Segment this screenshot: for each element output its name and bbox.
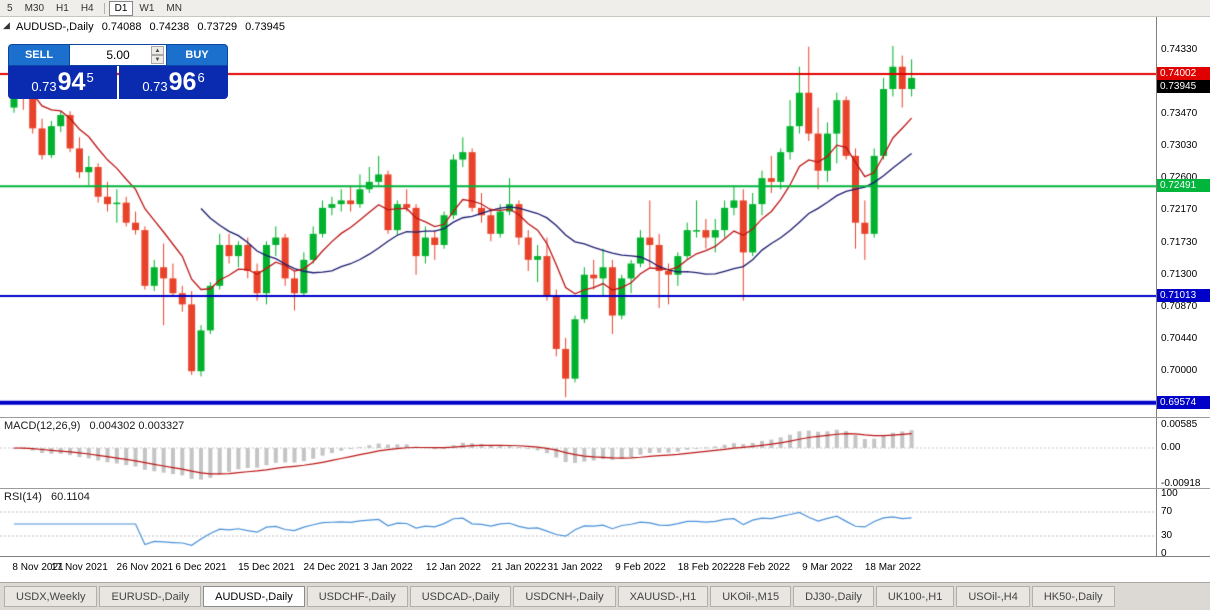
toolbar-separator — [103, 2, 105, 14]
date-label: 9 Mar 2022 — [802, 562, 853, 573]
timeframe-h4[interactable]: H4 — [80, 2, 94, 14]
timeframe-w1[interactable]: W1 — [139, 2, 155, 14]
expand-arrow-icon[interactable]: ◢ — [3, 20, 10, 30]
chart-canvas[interactable] — [0, 17, 1156, 556]
price-line-tag: 0.74002 — [1157, 67, 1210, 81]
rsi-axis-label: 0 — [1161, 548, 1167, 559]
one-click-trade-panel: SELL 5.00 ▲ ▼ BUY 0.73 94 5 0.73 96 6 — [8, 44, 228, 99]
rsi-value: 60.1104 — [50, 491, 90, 503]
tab-hk50-daily[interactable]: HK50-,Daily — [1031, 586, 1115, 607]
chart-tab-bar: USDX,Weekly EURUSD-,Daily AUDUSD-,Daily USD… — [0, 582, 1210, 610]
date-label: 18 Mar 2022 — [864, 562, 921, 573]
price-axis-label: 0.71730 — [1161, 236, 1198, 248]
volume-increase-icon[interactable]: ▲ — [151, 46, 164, 55]
price-line-tag: 0.69574 — [1157, 395, 1210, 409]
macd-values: 0.004302 0.003327 — [89, 420, 185, 432]
date-label: 3 Jan 2022 — [363, 562, 413, 573]
price-axis[interactable]: 0.743300.738900.734700.730300.726000.721… — [1156, 17, 1210, 559]
date-label: 15 Dec 2021 — [238, 562, 295, 573]
rsi-indicator-name: RSI(14) — [4, 491, 42, 503]
trade-panel-prices-row: 0.73 94 5 0.73 96 6 — [8, 66, 228, 99]
macd-axis-label: 0.00585 — [1161, 418, 1198, 430]
tab-usoil-h4[interactable]: USOil-,H4 — [956, 586, 1030, 607]
date-label: 12 Jan 2022 — [425, 562, 481, 573]
buy-price-pips: 96 — [168, 68, 197, 96]
tab-eurusd-daily[interactable]: EURUSD-,Daily — [99, 586, 202, 607]
price-axis-label: 0.73030 — [1161, 140, 1198, 152]
tab-usdx-weekly[interactable]: USDX,Weekly — [4, 586, 98, 607]
price-line-tag: 0.72491 — [1157, 179, 1210, 193]
tab-ukoil-m15[interactable]: UKOil-,M15 — [710, 586, 792, 607]
volume-input[interactable]: 5.00 ▲ ▼ — [70, 44, 166, 66]
date-label: 9 Feb 2022 — [615, 562, 666, 573]
sell-price-display[interactable]: 0.73 94 5 — [8, 66, 117, 99]
ohlc-close: 0.73945 — [245, 21, 285, 33]
rsi-axis-label: 100 — [1161, 488, 1178, 499]
buy-price-display[interactable]: 0.73 96 6 — [119, 66, 228, 99]
price-axis-label: 0.72170 — [1161, 204, 1198, 216]
bid-price-tag: 0.73945 — [1157, 80, 1210, 94]
date-label: 18 Feb 2022 — [677, 562, 734, 573]
date-label: 24 Dec 2021 — [303, 562, 361, 573]
rsi-header: RSI(14) 60.1104 — [4, 491, 90, 503]
timeframe-5[interactable]: 5 — [7, 2, 13, 14]
date-label: 8 Nov 2021 — [12, 562, 64, 573]
timeframe-m30[interactable]: M30 — [24, 2, 45, 14]
buy-price-prefix: 0.73 — [142, 79, 168, 94]
tab-uk100-h1[interactable]: UK100-,H1 — [875, 586, 955, 607]
buy-button[interactable]: BUY — [166, 44, 228, 66]
timeframe-toolbar: 5 M30 H1 H4 D1 W1 MN — [0, 0, 1210, 17]
date-label: 17 Nov 2021 — [51, 562, 108, 573]
date-label: 21 Jan 2022 — [491, 562, 547, 573]
price-axis-label: 0.73470 — [1161, 107, 1198, 119]
chart-symbol-title: AUDUSD-,Daily — [16, 21, 94, 33]
tab-dj30-daily[interactable]: DJ30-,Daily — [793, 586, 874, 607]
tab-usdchf-daily[interactable]: USDCHF-,Daily — [306, 586, 408, 607]
date-label: 26 Nov 2021 — [116, 562, 174, 573]
date-label: 28 Feb 2022 — [733, 562, 791, 573]
pane-divider-macd[interactable] — [0, 417, 1210, 418]
tab-audusd-daily[interactable]: AUDUSD-,Daily — [203, 586, 305, 607]
tab-xauusd-h1[interactable]: XAUUSD-,H1 — [617, 586, 709, 607]
price-axis-label: 0.74330 — [1161, 43, 1198, 55]
sell-price-point: 5 — [86, 70, 94, 85]
price-line-tag: 0.71013 — [1157, 288, 1210, 302]
price-axis-label: 0.70000 — [1161, 365, 1198, 377]
ohlc-low: 0.73729 — [197, 21, 238, 33]
macd-header: MACD(12,26,9) 0.004302 0.003327 — [4, 420, 184, 432]
tab-usdcad-daily[interactable]: USDCAD-,Daily — [409, 586, 512, 607]
date-label: 31 Jan 2022 — [547, 562, 603, 573]
macd-axis-label: 0.00 — [1161, 441, 1181, 453]
price-axis-label: 0.70870 — [1161, 300, 1198, 312]
rsi-axis-label: 30 — [1161, 530, 1173, 541]
ohlc-high: 0.74238 — [149, 21, 190, 33]
macd-indicator-name: MACD(12,26,9) — [4, 420, 81, 432]
price-axis-label: 0.70440 — [1161, 332, 1198, 344]
timeframe-d1[interactable]: D1 — [108, 0, 134, 16]
volume-value[interactable]: 5.00 — [106, 48, 130, 62]
trade-panel-buttons-row: SELL 5.00 ▲ ▼ BUY — [8, 44, 228, 66]
volume-spinner: ▲ ▼ — [151, 46, 164, 64]
buy-price-point: 6 — [197, 70, 205, 85]
price-axis-label: 0.72600 — [1161, 172, 1198, 184]
volume-decrease-icon[interactable]: ▼ — [151, 55, 164, 64]
sell-price-pips: 94 — [57, 68, 86, 96]
timeframe-mn[interactable]: MN — [166, 2, 182, 14]
rsi-axis-label: 70 — [1161, 506, 1173, 517]
sell-price-prefix: 0.73 — [31, 79, 57, 94]
date-label: 6 Dec 2021 — [175, 562, 227, 573]
ohlc-open: 0.74088 — [101, 21, 142, 33]
macd-axis-label: -0.00918 — [1161, 478, 1201, 490]
tab-usdcnh-daily[interactable]: USDCNH-,Daily — [513, 586, 616, 607]
time-axis[interactable]: 8 Nov 2021 17 Nov 2021 26 Nov 2021 6 Dec 20… — [0, 556, 1210, 582]
price-axis-label: 0.71300 — [1161, 268, 1198, 280]
timeframe-h1[interactable]: H1 — [56, 2, 69, 14]
pane-divider-rsi[interactable] — [0, 488, 1210, 489]
sell-button[interactable]: SELL — [8, 44, 70, 66]
chart-header: AUDUSD-,Daily 0.74088 0.74238 0.73729 0.… — [16, 21, 285, 33]
